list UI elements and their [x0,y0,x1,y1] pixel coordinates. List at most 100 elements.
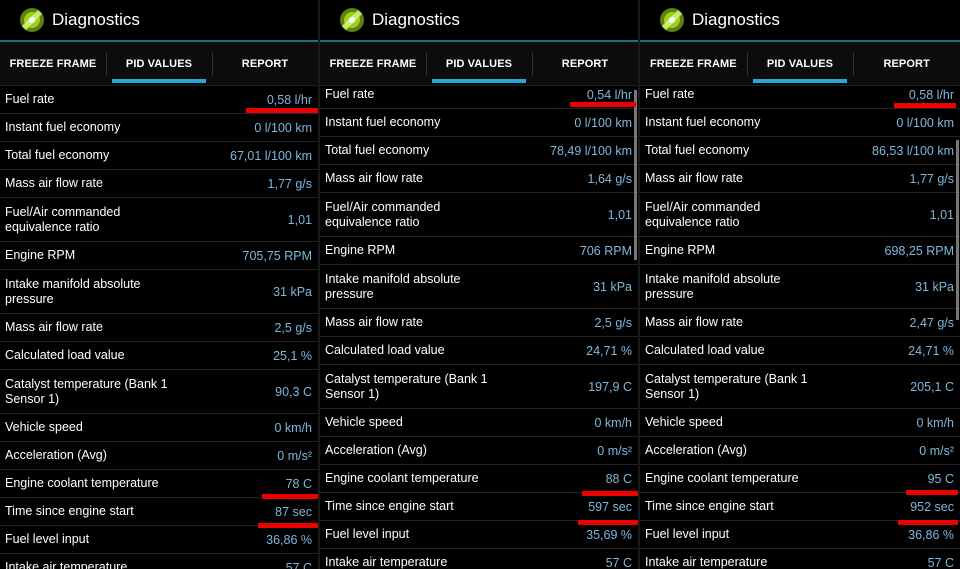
pid-row[interactable]: Fuel rate 0,58 l/hr [0,86,318,114]
pid-row[interactable]: Engine coolant temperature 78 C [0,470,318,498]
pid-row[interactable]: Catalyst temperature (Bank 1 Sensor 1) 19… [320,365,638,409]
pid-value: 57 C [605,555,632,569]
pid-row[interactable]: Mass air flow rate 1,77 g/s [0,170,318,198]
tab-freeze-frame[interactable]: FREEZE FRAME [9,57,97,70]
app-bar: Diagnostics [320,0,638,42]
pid-row[interactable]: Fuel level input 35,69 % [320,521,638,549]
pid-value: 0 l/100 km [896,115,954,130]
pid-row[interactable]: Calculated load value 24,71 % [320,337,638,365]
pid-row[interactable]: Intake manifold absolute pressure 31 kPa [640,265,960,309]
pid-row[interactable]: Engine coolant temperature 95 C [640,465,960,493]
pid-row[interactable]: Total fuel economy 86,53 l/100 km [640,137,960,165]
pid-row[interactable]: Mass air flow rate 1,64 g/s [320,165,638,193]
pid-value: 0 km/h [916,415,954,430]
pid-row[interactable]: Acceleration (Avg) 0 m/s² [640,437,960,465]
pid-row[interactable]: Engine RPM 705,75 RPM [0,242,318,270]
pid-row[interactable]: Engine coolant temperature 88 C [320,465,638,493]
pid-label: Time since engine start [5,504,134,518]
pid-value: 95 C [927,471,954,486]
tab-report[interactable]: REPORT [212,42,318,85]
pid-row[interactable]: Mass air flow rate 2,5 g/s [320,309,638,337]
highlight-mark [570,102,636,107]
pid-row[interactable]: Time since engine start 597 sec [320,493,638,521]
tab-freeze-frame[interactable]: FREEZE FRAME [649,57,737,70]
pid-value: 1,77 g/s [267,176,312,191]
pid-value: 0,58 l/hr [266,92,312,107]
highlight-mark [246,108,318,113]
pid-row[interactable]: Fuel rate 0,58 l/hr [640,81,960,109]
scrollbar[interactable] [956,140,959,320]
pid-row[interactable]: Fuel/Air commanded equivalence ratio 1,01 [0,198,318,242]
app-bar: Diagnostics [640,0,960,42]
pid-value: 597 sec [588,499,632,514]
pid-value: 0,54 l/hr [586,87,632,102]
pid-row[interactable]: Acceleration (Avg) 0 m/s² [0,442,318,470]
pid-value: 25,1 % [273,348,312,363]
pid-row[interactable]: Time since engine start 952 sec [640,493,960,521]
pid-label: Engine coolant temperature [5,476,159,490]
pid-value: 1,01 [929,207,954,222]
pid-value: 952 sec [910,499,954,514]
pid-row[interactable]: Calculated load value 25,1 % [0,342,318,370]
pid-row[interactable]: Mass air flow rate 1,77 g/s [640,165,960,193]
tab-pid-values[interactable]: PID VALUES [106,42,212,85]
pid-label: Fuel rate [5,92,55,106]
pid-row[interactable]: Engine RPM 698,25 RPM [640,237,960,265]
pid-row[interactable]: Fuel level input 36,86 % [640,521,960,549]
pid-row[interactable]: Fuel/Air commanded equivalence ratio 1,01 [640,193,960,237]
pid-label: Intake manifold absolute pressure [645,271,781,301]
pid-label: Vehicle speed [5,420,83,434]
pid-row[interactable]: Mass air flow rate 2,5 g/s [0,314,318,342]
pid-row[interactable]: Instant fuel economy 0 l/100 km [640,109,960,137]
pid-row[interactable]: Total fuel economy 78,49 l/100 km [320,137,638,165]
pid-row[interactable]: Engine RPM 706 RPM [320,237,638,265]
pid-value: 86,53 l/100 km [872,143,954,158]
pid-list[interactable]: Fuel rate 0,54 l/hr Instant fuel economy 0… [320,81,638,569]
pid-row[interactable]: Catalyst temperature (Bank 1 Sensor 1) 20… [640,365,960,409]
pid-row[interactable]: Intake air temperature 57 C [320,549,638,569]
pid-list[interactable]: Fuel rate 0,58 l/hr Instant fuel economy 0… [640,81,960,569]
pid-label: Fuel rate [645,87,695,101]
pid-row[interactable]: Time since engine start 87 sec [0,498,318,526]
highlight-mark [898,520,958,525]
pid-row[interactable]: Instant fuel economy 0 l/100 km [0,114,318,142]
pid-row[interactable]: Intake manifold absolute pressure 31 kPa [320,265,638,309]
pid-row[interactable]: Intake manifold absolute pressure 31 kPa [0,270,318,314]
tab-freeze-frame[interactable]: FREEZE FRAME [329,57,417,70]
pid-value: 78,49 l/100 km [550,143,632,158]
pid-label: Catalyst temperature (Bank 1 Sensor 1) [5,376,168,406]
pid-label: Instant fuel economy [5,120,121,134]
scrollbar[interactable] [634,90,637,260]
pid-value: 57 C [927,555,954,569]
pid-row[interactable]: Mass air flow rate 2,47 g/s [640,309,960,337]
pid-value: 1,64 g/s [587,171,632,186]
pid-value: 0 m/s² [919,443,954,458]
pid-label: Mass air flow rate [325,171,423,185]
pid-list[interactable]: Fuel rate 0,58 l/hr Instant fuel economy 0… [0,86,318,569]
pid-row[interactable]: Catalyst temperature (Bank 1 Sensor 1) 90… [0,370,318,414]
pid-row[interactable]: Vehicle speed 0 km/h [0,414,318,442]
pid-row[interactable]: Intake air temperature 57 C [0,554,318,569]
tab-report[interactable]: REPORT [853,42,960,85]
tab-report[interactable]: REPORT [532,42,638,85]
pid-value: 0 l/100 km [254,120,312,135]
pid-row[interactable]: Vehicle speed 0 km/h [640,409,960,437]
satellite-icon [20,8,44,32]
tab-bar: FREEZE FRAME PID VALUES REPORT [640,42,960,86]
highlight-mark [262,494,318,499]
pid-row[interactable]: Acceleration (Avg) 0 m/s² [320,437,638,465]
pid-row[interactable]: Calculated load value 24,71 % [640,337,960,365]
pid-row[interactable]: Intake air temperature 57 C [640,549,960,569]
pid-value: 0,58 l/hr [908,87,954,102]
pid-row[interactable]: Vehicle speed 0 km/h [320,409,638,437]
pid-row[interactable]: Fuel rate 0,54 l/hr [320,81,638,109]
pid-row[interactable]: Total fuel economy 67,01 l/100 km [0,142,318,170]
tab-pid-values[interactable]: PID VALUES [426,42,532,85]
pid-row[interactable]: Fuel/Air commanded equivalence ratio 1,01 [320,193,638,237]
pid-row[interactable]: Fuel level input 36,86 % [0,526,318,554]
pid-label: Mass air flow rate [645,315,743,329]
screen-3: Diagnostics FREEZE FRAME PID VALUES REPO… [640,0,960,569]
tab-pid-values[interactable]: PID VALUES [746,42,854,85]
pid-row[interactable]: Instant fuel economy 0 l/100 km [320,109,638,137]
